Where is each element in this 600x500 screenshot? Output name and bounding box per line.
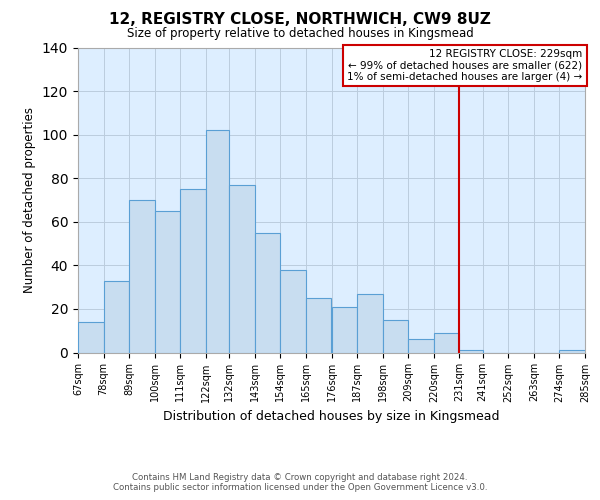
Bar	[357, 294, 383, 352]
Text: 12 REGISTRY CLOSE: 229sqm
← 99% of detached houses are smaller (622)
1% of semi-: 12 REGISTRY CLOSE: 229sqm ← 99% of detac…	[347, 49, 583, 82]
X-axis label: Distribution of detached houses by size in Kingsmead: Distribution of detached houses by size …	[163, 410, 500, 423]
Bar	[408, 340, 434, 352]
Text: Contains HM Land Registry data © Crown copyright and database right 2024.
Contai: Contains HM Land Registry data © Crown c…	[113, 473, 487, 492]
Bar	[559, 350, 585, 352]
Bar	[129, 200, 155, 352]
Bar	[306, 298, 331, 352]
Bar	[331, 307, 357, 352]
Bar	[229, 185, 255, 352]
Bar	[181, 189, 206, 352]
Bar	[104, 280, 129, 352]
Bar	[434, 333, 460, 352]
Text: Size of property relative to detached houses in Kingsmead: Size of property relative to detached ho…	[127, 28, 473, 40]
Bar	[383, 320, 408, 352]
Bar	[460, 350, 482, 352]
Y-axis label: Number of detached properties: Number of detached properties	[23, 107, 37, 293]
Bar	[255, 232, 280, 352]
Bar	[206, 130, 229, 352]
Bar	[155, 211, 181, 352]
Text: 12, REGISTRY CLOSE, NORTHWICH, CW9 8UZ: 12, REGISTRY CLOSE, NORTHWICH, CW9 8UZ	[109, 12, 491, 28]
Bar	[78, 322, 104, 352]
Bar	[280, 270, 306, 352]
